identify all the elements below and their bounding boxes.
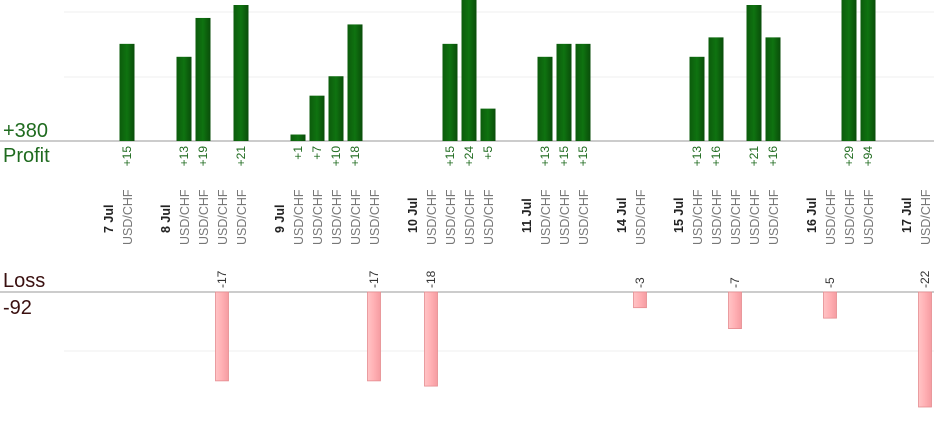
pair-label: USD/CHF bbox=[767, 189, 781, 245]
pair-label: USD/CHF bbox=[729, 189, 743, 245]
loss-bar bbox=[824, 292, 837, 318]
profit-bar bbox=[690, 57, 705, 141]
profit-value-label: +21 bbox=[234, 146, 248, 167]
pair-label: USD/CHF bbox=[463, 189, 477, 245]
profit-value-label: +29 bbox=[842, 146, 856, 167]
loss-bar bbox=[216, 292, 229, 381]
loss-value-label: -17 bbox=[367, 270, 381, 288]
pair-label: USD/CHF bbox=[482, 189, 496, 245]
pair-label: USD/CHF bbox=[178, 189, 192, 245]
profit-value-label: +16 bbox=[709, 146, 723, 167]
profit-bar bbox=[443, 44, 458, 141]
loss-value-label: -18 bbox=[424, 270, 438, 288]
profit-bar bbox=[120, 44, 135, 141]
profit-bar bbox=[747, 5, 762, 141]
profit-bar bbox=[576, 44, 591, 141]
profit-bar bbox=[861, 0, 876, 141]
profit-bar bbox=[310, 96, 325, 141]
profit-bar bbox=[538, 57, 553, 141]
pair-label: USD/CHF bbox=[558, 189, 572, 245]
profit-value-label: +21 bbox=[747, 146, 761, 167]
pair-label: USD/CHF bbox=[349, 189, 363, 245]
profit-value-label: +15 bbox=[557, 146, 571, 167]
date-label: 8 Jul bbox=[159, 205, 173, 234]
profit-value-label: +10 bbox=[329, 146, 343, 167]
profit-value-label: +13 bbox=[538, 146, 552, 167]
pair-label: USD/CHF bbox=[292, 189, 306, 245]
pair-label: USD/CHF bbox=[330, 189, 344, 245]
profit-bar bbox=[329, 76, 344, 141]
profit-value-label: +15 bbox=[120, 146, 134, 167]
pair-label: USD/CHF bbox=[444, 189, 458, 245]
profit-bar bbox=[348, 24, 363, 141]
date-label: 17 Jul bbox=[900, 198, 914, 233]
loss-bar bbox=[368, 292, 381, 381]
pair-label: USD/CHF bbox=[710, 189, 724, 245]
pair-label: USD/CHF bbox=[216, 189, 230, 245]
loss-bar bbox=[729, 292, 742, 329]
profit-bar bbox=[234, 5, 249, 141]
loss-value-label: -17 bbox=[215, 270, 229, 288]
pair-label: USD/CHF bbox=[539, 189, 553, 245]
profit-value-label: +15 bbox=[576, 146, 590, 167]
profit-value-label: +16 bbox=[766, 146, 780, 167]
pair-label: USD/CHF bbox=[235, 189, 249, 245]
profit-value-label: +94 bbox=[861, 146, 875, 167]
pair-label: USD/CHF bbox=[577, 189, 591, 245]
date-label: 10 Jul bbox=[406, 198, 420, 233]
pair-label: USD/CHF bbox=[197, 189, 211, 245]
pair-label: USD/CHF bbox=[748, 189, 762, 245]
date-label: 16 Jul bbox=[805, 198, 819, 233]
profit-value-label: +19 bbox=[196, 146, 210, 167]
profit-value-label: +7 bbox=[310, 146, 324, 160]
pair-label: USD/CHF bbox=[425, 189, 439, 245]
profit-value-label: +1 bbox=[291, 146, 305, 160]
date-label: 7 Jul bbox=[102, 205, 116, 234]
date-label: 9 Jul bbox=[273, 205, 287, 234]
loss-value-label: -5 bbox=[823, 277, 837, 288]
profit-total-label: +380 bbox=[3, 120, 48, 142]
profit-word-label: Profit bbox=[3, 145, 50, 167]
date-label: 15 Jul bbox=[672, 198, 686, 233]
loss-value-label: -7 bbox=[728, 277, 742, 288]
pair-label: USD/CHF bbox=[311, 189, 325, 245]
date-label: 14 Jul bbox=[615, 198, 629, 233]
profit-bar bbox=[709, 37, 724, 141]
pair-label: USD/CHF bbox=[824, 189, 838, 245]
profit-value-label: +15 bbox=[443, 146, 457, 167]
loss-total-label: -92 bbox=[3, 297, 32, 319]
profit-bar bbox=[291, 135, 306, 141]
profit-bar bbox=[196, 18, 211, 141]
pair-label: USD/CHF bbox=[634, 189, 648, 245]
loss-word-label: Loss bbox=[3, 270, 45, 292]
profit-value-label: +13 bbox=[690, 146, 704, 167]
loss-bar bbox=[919, 292, 932, 407]
loss-bar bbox=[425, 292, 438, 386]
profit-bar bbox=[481, 109, 496, 141]
date-label: 11 Jul bbox=[520, 198, 534, 233]
profit-value-label: +24 bbox=[462, 146, 476, 167]
pair-label: USD/CHF bbox=[843, 189, 857, 245]
pair-label: USD/CHF bbox=[121, 189, 135, 245]
pair-label: USD/CHF bbox=[862, 189, 876, 245]
profit-bar bbox=[557, 44, 572, 141]
profit-value-label: +18 bbox=[348, 146, 362, 167]
loss-bar bbox=[634, 292, 647, 308]
profit-bar bbox=[177, 57, 192, 141]
loss-value-label: -22 bbox=[918, 270, 932, 288]
profit-value-label: +13 bbox=[177, 146, 191, 167]
pair-label: USD/CHF bbox=[368, 189, 382, 245]
loss-value-label: -3 bbox=[633, 277, 647, 288]
profit-bar bbox=[462, 0, 477, 141]
profit-value-label: +5 bbox=[481, 146, 495, 160]
pair-label: USD/CHF bbox=[919, 189, 933, 245]
profit-bar bbox=[842, 0, 857, 141]
profit-bar bbox=[766, 37, 781, 141]
pair-label: USD/CHF bbox=[691, 189, 705, 245]
